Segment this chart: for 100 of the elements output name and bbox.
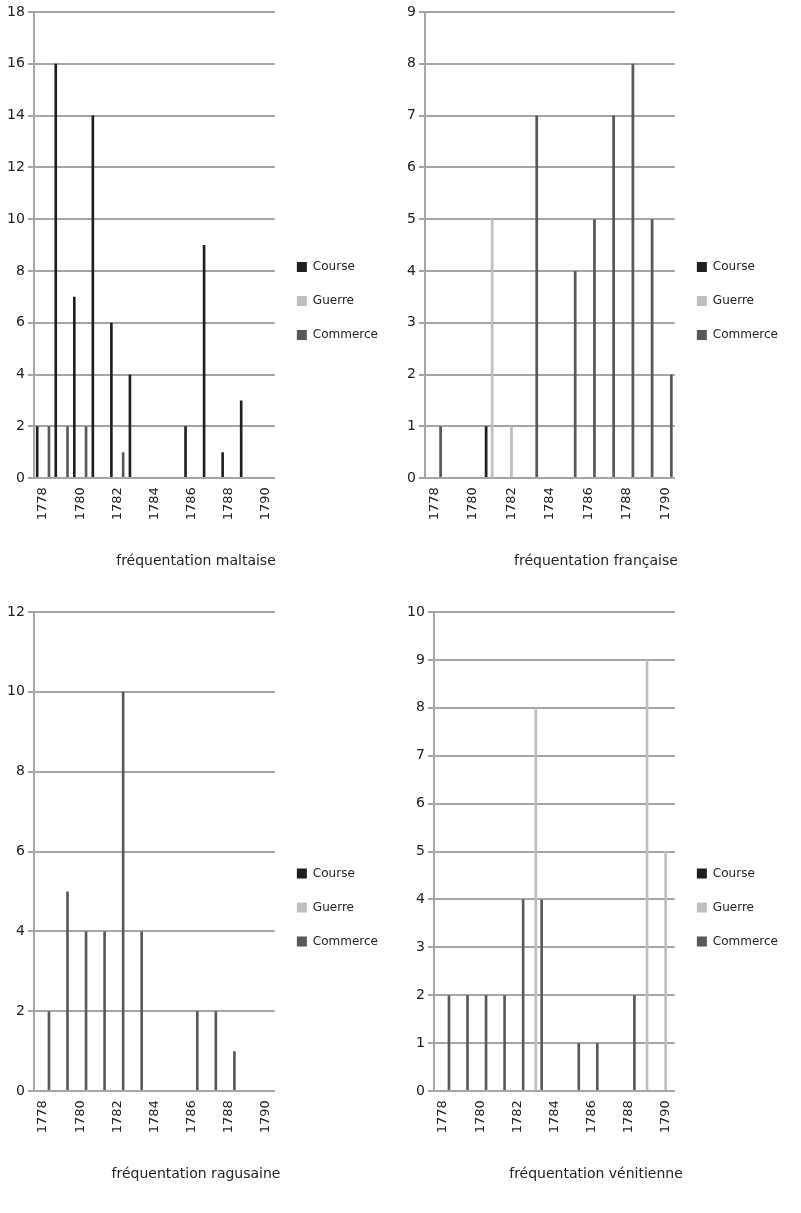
x-tick-label: 1784 bbox=[545, 1100, 561, 1134]
bar bbox=[72, 296, 76, 478]
x-tick-label: 1790 bbox=[256, 487, 272, 521]
y-tick-label: 4 bbox=[15, 365, 25, 382]
text: fréquentation ragusaine bbox=[111, 1165, 281, 1182]
legend-label: Course bbox=[712, 865, 755, 880]
bar bbox=[612, 115, 616, 478]
y-tick-label: 0 bbox=[15, 1081, 25, 1098]
bar bbox=[35, 426, 39, 478]
legend-label: Guerre bbox=[712, 293, 754, 308]
bar bbox=[540, 899, 543, 1091]
bar bbox=[510, 426, 513, 478]
x-tick-label: 1782 bbox=[502, 487, 518, 521]
y-tick-label: 3 bbox=[415, 938, 425, 955]
bar bbox=[221, 452, 224, 478]
legend-label: Course bbox=[312, 259, 355, 274]
x-tick-label: 1790 bbox=[656, 487, 672, 521]
y-tick-label: 5 bbox=[415, 842, 425, 859]
x-tick-label: 1786 bbox=[182, 487, 198, 521]
y-tick-label: 10 bbox=[6, 682, 25, 699]
y-tick-label: 8 bbox=[406, 54, 416, 71]
legend-label: Commerce bbox=[712, 933, 779, 948]
x-tick-label: 1778 bbox=[434, 1100, 450, 1134]
y-tick-label: 3 bbox=[406, 313, 416, 330]
y-tick-label: 7 bbox=[406, 106, 416, 123]
x-tick-label: 1784 bbox=[145, 1100, 161, 1134]
y-tick-label: 8 bbox=[415, 698, 425, 715]
bar bbox=[490, 219, 494, 478]
x-tick-label: 1784 bbox=[145, 487, 161, 521]
bar bbox=[669, 374, 673, 478]
bar bbox=[439, 426, 442, 478]
bar bbox=[54, 63, 58, 478]
x-tick-label: 1788 bbox=[618, 487, 634, 521]
bar bbox=[577, 1043, 581, 1091]
y-tick-label: 10 bbox=[406, 602, 425, 619]
x-tick-label: 1788 bbox=[219, 1100, 235, 1134]
bar bbox=[535, 115, 539, 478]
y-tick-label: 4 bbox=[15, 922, 25, 939]
x-tick-label: 1786 bbox=[582, 1100, 598, 1134]
y-tick-label: 7 bbox=[415, 746, 425, 763]
y-tick-label: 14 bbox=[6, 106, 25, 123]
text: fréquentation maltaise bbox=[116, 552, 276, 569]
bar bbox=[66, 426, 69, 478]
y-tick-label: 5 bbox=[406, 209, 416, 226]
y-tick-label: 12 bbox=[6, 602, 25, 619]
x-tick-label: 1784 bbox=[541, 487, 557, 521]
y-tick-label: 6 bbox=[415, 794, 425, 811]
y-tick-label: 10 bbox=[6, 209, 25, 226]
y-tick-label: 2 bbox=[415, 985, 425, 1002]
x-tick-label: 1778 bbox=[425, 487, 441, 521]
x-tick-label: 1780 bbox=[71, 1100, 87, 1134]
legend-label: Guerre bbox=[712, 899, 754, 914]
y-tick-label: 9 bbox=[415, 650, 425, 667]
x-tick-label: 1778 bbox=[34, 487, 50, 521]
x-tick-label: 1778 bbox=[34, 1100, 50, 1134]
legend-label: Course bbox=[712, 259, 755, 274]
y-tick-label: 6 bbox=[406, 158, 416, 175]
bar bbox=[573, 270, 577, 478]
legend-label: Guerre bbox=[312, 293, 354, 308]
x-tick-label: 1780 bbox=[71, 487, 87, 521]
x-tick-label: 1788 bbox=[219, 487, 235, 521]
x-tick-label: 1780 bbox=[464, 487, 480, 521]
x-tick-label: 1786 bbox=[182, 1100, 198, 1134]
y-tick-label: 16 bbox=[6, 54, 25, 71]
x-tick-label: 1790 bbox=[256, 1100, 272, 1134]
legend-label: Commerce bbox=[712, 327, 779, 342]
x-tick-label: 1782 bbox=[108, 487, 124, 521]
x-tick-label: 1788 bbox=[619, 1100, 635, 1134]
bar bbox=[593, 219, 596, 478]
bar bbox=[534, 707, 538, 1091]
y-tick-label: 0 bbox=[406, 468, 416, 485]
y-tick-label: 4 bbox=[406, 261, 416, 278]
bar bbox=[140, 931, 143, 1091]
y-tick-label: 9 bbox=[406, 2, 416, 19]
y-tick-label: 4 bbox=[415, 890, 425, 907]
legend-label: Commerce bbox=[312, 327, 379, 342]
legend-label: Guerre bbox=[312, 899, 354, 914]
y-tick-label: 2 bbox=[15, 1001, 25, 1018]
y-tick-label: 8 bbox=[15, 762, 25, 779]
x-tick-label: 1786 bbox=[579, 487, 595, 521]
legend-label: Commerce bbox=[312, 933, 379, 948]
x-tick-label: 1782 bbox=[508, 1100, 524, 1134]
y-tick-label: 0 bbox=[15, 468, 25, 485]
bar bbox=[595, 1043, 599, 1091]
y-tick-label: 0 bbox=[415, 1081, 425, 1098]
x-tick-label: 1780 bbox=[471, 1100, 487, 1134]
bar bbox=[503, 995, 506, 1091]
legend-label: Course bbox=[312, 865, 355, 880]
y-tick-label: 18 bbox=[6, 2, 25, 19]
text: fréquentation vénitienne bbox=[509, 1165, 683, 1182]
x-tick-label: 1790 bbox=[656, 1100, 672, 1134]
y-tick-label: 2 bbox=[15, 416, 25, 433]
bar bbox=[184, 426, 187, 478]
bar bbox=[239, 400, 243, 478]
y-tick-label: 1 bbox=[415, 1033, 425, 1050]
bar bbox=[633, 995, 636, 1091]
y-tick-label: 1 bbox=[406, 416, 416, 433]
y-tick-label: 6 bbox=[15, 842, 25, 859]
bar bbox=[103, 931, 106, 1091]
y-tick-label: 8 bbox=[15, 261, 25, 278]
